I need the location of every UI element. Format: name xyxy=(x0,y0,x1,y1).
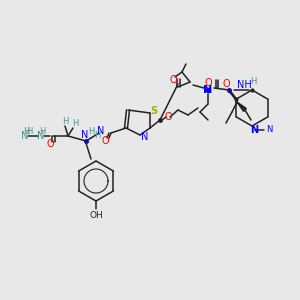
Text: H: H xyxy=(23,127,29,136)
Text: N: N xyxy=(141,132,149,142)
Text: H: H xyxy=(88,128,94,136)
Text: H: H xyxy=(250,77,256,86)
Text: H: H xyxy=(94,130,100,140)
Text: O: O xyxy=(169,75,177,85)
Polygon shape xyxy=(237,102,246,111)
Text: H: H xyxy=(39,127,45,136)
Text: O: O xyxy=(101,136,109,146)
Text: H: H xyxy=(72,119,78,128)
Text: H: H xyxy=(62,116,68,125)
Text: O: O xyxy=(164,112,172,122)
Text: N: N xyxy=(97,126,105,136)
Text: O: O xyxy=(223,79,230,89)
Text: N: N xyxy=(250,125,258,135)
Text: N: N xyxy=(21,131,29,141)
Text: N: N xyxy=(81,130,89,140)
Text: H: H xyxy=(26,127,32,136)
Text: N: N xyxy=(203,85,213,95)
Text: O: O xyxy=(204,78,212,88)
Text: S: S xyxy=(150,106,158,116)
Text: NH: NH xyxy=(237,80,251,90)
Text: N: N xyxy=(37,131,45,141)
Text: O: O xyxy=(46,139,54,149)
Text: OH: OH xyxy=(89,211,103,220)
Text: N: N xyxy=(266,125,272,134)
